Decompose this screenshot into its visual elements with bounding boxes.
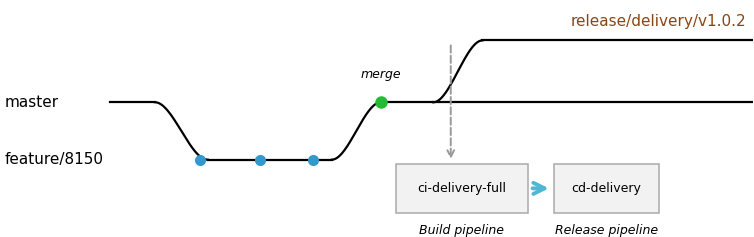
Text: master: master [5, 95, 59, 110]
FancyBboxPatch shape [396, 164, 528, 213]
Text: Build pipeline: Build pipeline [419, 224, 504, 237]
Text: cd-delivery: cd-delivery [572, 182, 642, 195]
FancyBboxPatch shape [554, 164, 659, 213]
Text: Release pipeline: Release pipeline [555, 224, 658, 237]
Text: release/delivery/v1.0.2: release/delivery/v1.0.2 [570, 14, 746, 29]
Text: merge: merge [360, 68, 401, 81]
Text: feature/8150: feature/8150 [5, 152, 103, 167]
Text: ci-delivery-full: ci-delivery-full [417, 182, 506, 195]
